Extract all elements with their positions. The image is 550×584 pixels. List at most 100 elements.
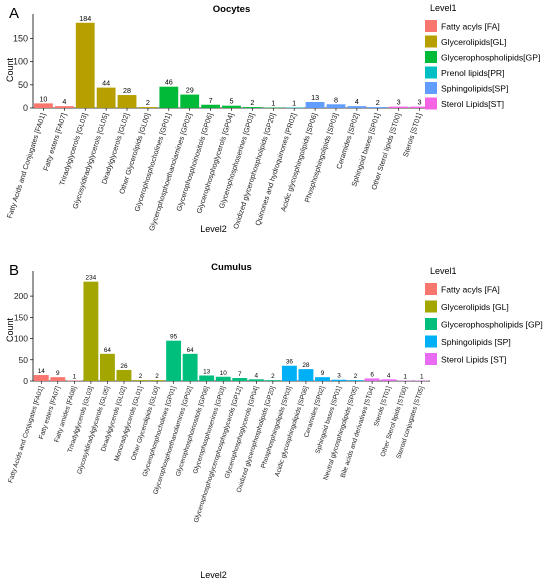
bar <box>117 95 137 108</box>
y-tick-label: 50 <box>19 355 29 365</box>
legend-swatch <box>425 283 437 295</box>
bar-value-label: 1 <box>420 374 424 381</box>
bar-value-label: 10 <box>220 370 228 377</box>
legend-swatch <box>425 97 437 110</box>
y-axis-title: Count <box>5 58 15 83</box>
legend-title: Level1 <box>430 266 457 276</box>
bar <box>410 106 429 108</box>
bar <box>368 107 388 108</box>
y-tick-label: 0 <box>23 376 28 386</box>
bar <box>75 22 95 109</box>
bar <box>201 104 221 108</box>
bar-value-label: 28 <box>302 362 310 369</box>
bar-value-label: 2 <box>146 98 150 107</box>
bar-value-label: 8 <box>334 95 338 104</box>
legend-label: Prenol lipids[PR] <box>441 68 505 78</box>
bar-value-label: 46 <box>165 78 173 87</box>
bar-value-label: 184 <box>79 14 91 23</box>
bar-value-label: 4 <box>255 372 259 379</box>
bar <box>50 377 66 381</box>
bar-value-label: 64 <box>104 347 112 354</box>
bar-value-label: 64 <box>187 347 195 354</box>
bar-value-label: 14 <box>38 368 46 375</box>
bar-value-label: 4 <box>62 97 66 106</box>
bar <box>326 104 346 108</box>
bar-value-label: 1 <box>403 374 407 381</box>
legend-label: Glycerophospholipids [GP] <box>441 320 543 330</box>
bar <box>305 101 325 108</box>
bar-value-label: 26 <box>120 363 128 370</box>
bar <box>389 106 409 108</box>
bar-value-label: 2 <box>354 373 358 380</box>
x-tick-label: Sterols [ST01] <box>401 112 424 158</box>
bar <box>34 103 53 108</box>
bar <box>149 380 165 381</box>
y-tick-label: 0 <box>23 103 28 113</box>
legend-swatch <box>425 335 437 348</box>
legend-label: Sterol Lipids [ST] <box>441 355 506 365</box>
legend: Level1 Fatty acyls [FA] Glycerolipids [GL]… <box>425 266 543 365</box>
bar-value-label: 1 <box>292 99 296 108</box>
bar <box>348 380 364 381</box>
x-axis-title: Level2 <box>200 570 227 580</box>
bar <box>199 375 215 381</box>
legend-label: Sphingolipids[SP] <box>441 84 508 94</box>
x-axis-title: Level2 <box>200 224 227 234</box>
bar-value-label: 10 <box>39 94 47 103</box>
bar-value-label: 2 <box>376 98 380 107</box>
legend-swatch <box>425 353 437 365</box>
bar <box>315 377 330 381</box>
bar-value-label: 6 <box>370 371 374 378</box>
legend-swatch <box>425 35 437 48</box>
bar-value-label: 13 <box>311 93 319 102</box>
bar-value-label: 44 <box>102 79 110 88</box>
bar-value-label: 9 <box>321 370 325 377</box>
bar <box>54 106 74 108</box>
bar <box>298 369 314 381</box>
y-tick-label: 50 <box>18 80 28 90</box>
legend-label: Glycerolipids[GL] <box>441 37 506 47</box>
y-tick-label: 100 <box>14 334 28 344</box>
y-tick-label: 200 <box>14 291 28 301</box>
bar <box>248 379 264 381</box>
bar <box>242 107 262 108</box>
legend-label: Sphingolipids [SP] <box>441 337 511 347</box>
legend-swatch <box>425 318 437 330</box>
x-tick-label: Bile acids and derivatives [ST04] <box>340 385 376 478</box>
bar <box>381 379 397 381</box>
legend-label: Fatty acyls [FA] <box>441 285 500 295</box>
bar <box>33 375 49 381</box>
x-tick-label: Fatty Acids and Conjugates [FA01] <box>5 112 48 220</box>
bar-value-label: 9 <box>56 370 60 377</box>
bar-value-label: 2 <box>271 373 275 380</box>
bar-value-label: 3 <box>397 98 401 107</box>
bar-value-label: 1 <box>73 374 77 381</box>
bar <box>99 353 115 381</box>
legend-label: Sterol Lipids[ST] <box>441 99 504 109</box>
chart-title: Oocytes <box>213 4 251 15</box>
legend-swatch <box>425 82 437 94</box>
bar-value-label: 3 <box>418 98 422 107</box>
chart-panel-a: A Oocytes 0 50 100 150 Count 10 Fatty Acids and … <box>5 3 541 234</box>
bar-value-label: 13 <box>203 368 211 375</box>
bar-value-label: 7 <box>209 96 213 105</box>
legend-label: Glycerophospholipids[GP] <box>441 53 540 63</box>
bar <box>232 378 248 381</box>
bar-value-label: 4 <box>355 97 359 106</box>
bar <box>83 281 99 381</box>
legend-swatch <box>425 20 437 32</box>
bar-value-label: 36 <box>286 359 294 366</box>
legend-swatch <box>425 66 437 79</box>
y-axis-title: Count <box>5 318 15 343</box>
legend-swatch <box>425 300 437 313</box>
bar-value-label: 4 <box>387 372 391 379</box>
bar <box>166 340 182 381</box>
bar <box>138 107 158 108</box>
bar-value-label: 1 <box>271 99 275 108</box>
legend-swatch <box>425 51 437 63</box>
legend-label: Glycerolipids [GL] <box>441 302 509 312</box>
bar-value-label: 2 <box>155 373 159 380</box>
bar <box>347 106 367 108</box>
bar <box>116 369 132 381</box>
